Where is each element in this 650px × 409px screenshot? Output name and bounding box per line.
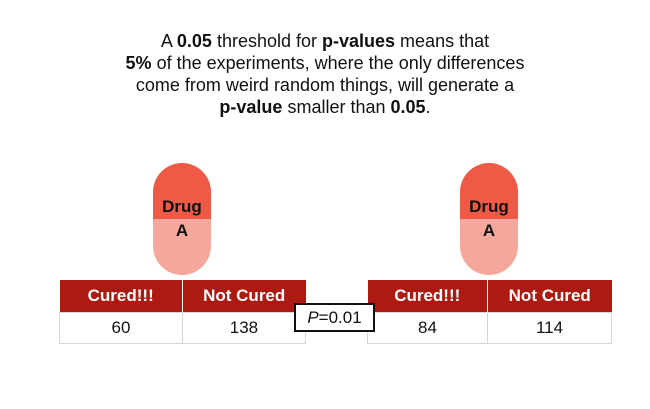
pill-top-half [460, 163, 518, 221]
p-value-box: P=0.01 [294, 303, 375, 332]
pill-label-line1: Drug [469, 197, 509, 216]
caption-part: A [160, 31, 177, 51]
pill-label: Drug A [153, 195, 211, 243]
caption-part: p-value [219, 97, 283, 117]
right-drug-pill-icon: Drug A [460, 163, 518, 275]
header-cured: Cured!!! [367, 280, 488, 313]
pill-label-line2: A [482, 221, 496, 240]
header-not-cured: Not Cured [487, 280, 612, 313]
value-not-cured: 138 [181, 312, 307, 344]
header-not-cured: Not Cured [181, 280, 306, 313]
caption-part: means that [395, 31, 490, 51]
pill-bottom-half [460, 219, 518, 275]
caption-part: 0.05 [176, 31, 212, 51]
caption-part: 0.05 [390, 97, 426, 117]
p-symbol: P [307, 308, 319, 327]
value-cured: 60 [59, 312, 183, 344]
caption-part: of the experiments, where the only diffe… [135, 53, 525, 95]
pill-bottom-half [153, 219, 211, 275]
caption-part: threshold for [211, 31, 323, 51]
value-not-cured: 114 [487, 312, 612, 344]
p-value-text: =0.01 [318, 308, 362, 327]
pill-label: Drug A [460, 195, 518, 243]
right-contingency-table: Cured!!! Not Cured 84 114 [367, 280, 612, 344]
caption-part: smaller than [282, 97, 391, 117]
caption-part: p-values [322, 31, 396, 51]
left-contingency-table: Cured!!! Not Cured 60 138 [59, 280, 307, 344]
caption-text: A 0.05 threshold for p-values means that… [125, 30, 525, 118]
pill-label-line1: Drug [162, 197, 202, 216]
pill-label-line2: A [175, 221, 189, 240]
caption-part: . [425, 97, 431, 117]
value-cured: 84 [367, 312, 488, 344]
pill-top-half [153, 163, 211, 221]
caption-part: 5% [125, 53, 152, 73]
left-drug-pill-icon: Drug A [153, 163, 211, 275]
header-cured: Cured!!! [59, 280, 183, 313]
